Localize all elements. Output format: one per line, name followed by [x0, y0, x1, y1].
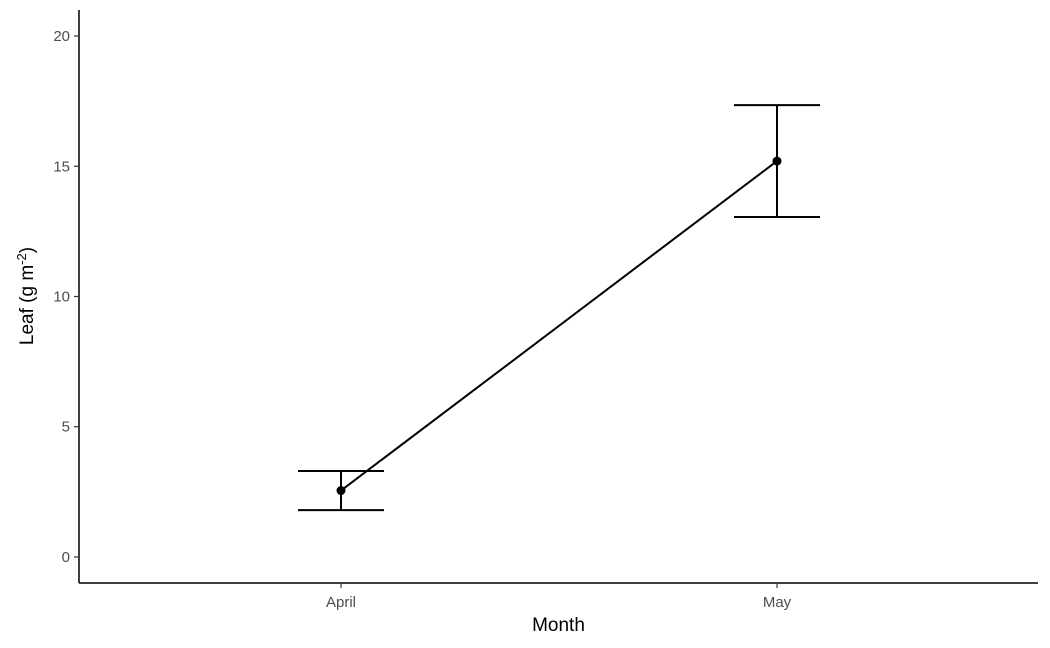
y-axis-title-superscript: -2 [14, 253, 29, 265]
y-tick-label: 0 [62, 549, 70, 566]
x-tick-label: April [326, 594, 356, 611]
data-point [336, 486, 346, 496]
y-tick-label: 10 [53, 289, 70, 306]
plot-area [298, 104, 820, 512]
y-tick-label: 20 [53, 28, 70, 45]
x-tick-label: May [763, 594, 792, 611]
series-line [340, 160, 778, 492]
x-axis-title: Month [532, 615, 585, 636]
y-axis-title-close: ) [17, 247, 38, 253]
y-axis-ticks: 0 5 10 15 20 [53, 28, 79, 566]
y-tick-label: 5 [62, 419, 70, 436]
y-tick-label: 15 [53, 158, 70, 175]
y-axis-title-main: Leaf (g m [17, 265, 38, 345]
data-point [772, 156, 782, 166]
y-axis-title: Leaf (g m-2) [14, 247, 38, 345]
x-axis-ticks: April May [326, 583, 792, 611]
